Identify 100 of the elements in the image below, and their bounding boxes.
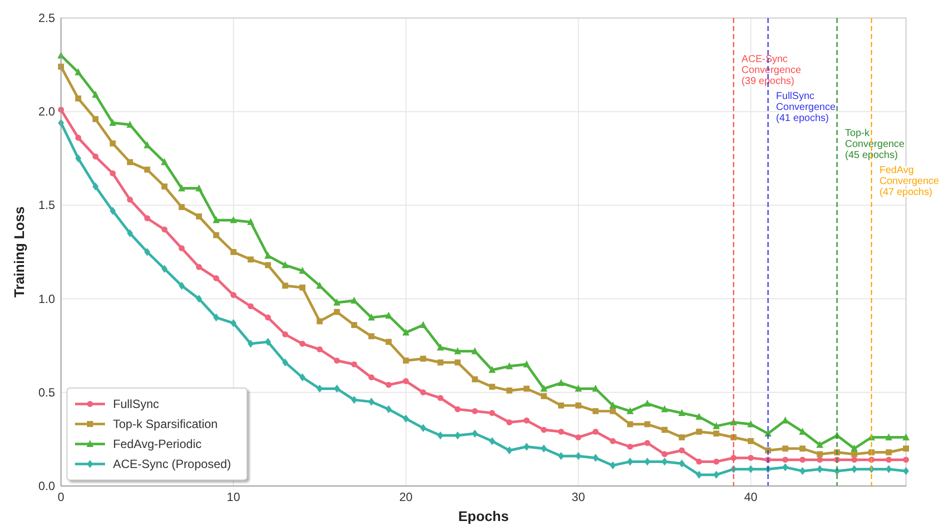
point (386, 405, 392, 414)
point (402, 414, 409, 423)
point (575, 434, 582, 440)
point (661, 405, 668, 412)
y-tick-label: 1.0 (38, 292, 56, 306)
point (144, 166, 150, 173)
point (110, 170, 116, 176)
point (678, 460, 685, 468)
point (609, 402, 616, 409)
point (886, 456, 892, 463)
point (368, 398, 374, 406)
point (75, 95, 82, 102)
point (592, 454, 599, 462)
point (592, 408, 599, 414)
y-tick-label: 2.0 (38, 104, 56, 119)
point (644, 440, 650, 446)
point (282, 358, 288, 366)
point (230, 319, 236, 328)
point (696, 458, 702, 465)
point (196, 294, 202, 303)
point (334, 358, 340, 364)
point (420, 389, 426, 396)
point (195, 184, 202, 192)
point (851, 456, 858, 463)
x-tick-label: 20 (399, 490, 413, 504)
point (558, 452, 564, 460)
point (748, 454, 754, 461)
point (472, 408, 478, 414)
point (213, 314, 220, 322)
point (816, 465, 823, 474)
point (574, 384, 582, 392)
x-tick-label: 10 (226, 490, 240, 504)
point (885, 433, 892, 440)
point (627, 458, 634, 466)
point (282, 331, 288, 338)
x-tick-label: 40 (744, 490, 758, 504)
point (161, 226, 168, 233)
point (298, 266, 306, 274)
point (816, 451, 823, 458)
point (627, 444, 634, 450)
point (368, 374, 374, 380)
point (420, 424, 426, 432)
point (212, 216, 220, 224)
point (230, 249, 236, 255)
point (454, 359, 461, 366)
point (75, 154, 82, 162)
point (713, 458, 720, 465)
point (178, 245, 185, 252)
point (489, 410, 496, 416)
point (816, 456, 823, 463)
point (800, 467, 806, 476)
y-tick-label: 0.5 (38, 385, 56, 400)
point (644, 400, 651, 407)
point (472, 430, 478, 438)
point (110, 206, 116, 215)
point (506, 362, 513, 370)
y-tick-label: 1.5 (38, 198, 56, 212)
point (144, 248, 150, 256)
point (126, 159, 133, 166)
point (592, 428, 599, 435)
point (402, 378, 409, 384)
point (471, 347, 478, 354)
point (816, 440, 824, 448)
point (436, 343, 444, 350)
legend-label: FullSync (113, 397, 160, 411)
point (558, 428, 564, 435)
point (662, 451, 668, 458)
point (454, 347, 462, 354)
point (558, 379, 565, 386)
point (506, 446, 512, 454)
point (299, 340, 306, 347)
legend-label: ACE-Sync (Proposed) (113, 457, 232, 471)
point (264, 262, 271, 268)
point (161, 264, 168, 273)
point (748, 438, 754, 444)
point (333, 298, 340, 306)
point (644, 421, 650, 428)
point (850, 444, 858, 452)
point (282, 261, 289, 268)
point (454, 431, 461, 440)
point (92, 90, 99, 98)
point (126, 196, 133, 203)
point (213, 232, 220, 238)
x-axis-title: Epochs (458, 508, 509, 524)
point (248, 256, 254, 262)
point (264, 338, 271, 346)
ref-line-label: FedAvg Convergence (47 epochs) (880, 165, 940, 198)
point (264, 314, 271, 321)
point (678, 447, 685, 454)
point (524, 386, 530, 392)
point (575, 452, 582, 460)
x-tick-label: 30 (572, 490, 586, 504)
point (178, 184, 186, 192)
point (627, 421, 634, 428)
point (506, 388, 512, 394)
point (75, 134, 82, 141)
point (196, 264, 202, 270)
point (368, 333, 374, 340)
point (316, 346, 323, 352)
point (489, 437, 496, 446)
